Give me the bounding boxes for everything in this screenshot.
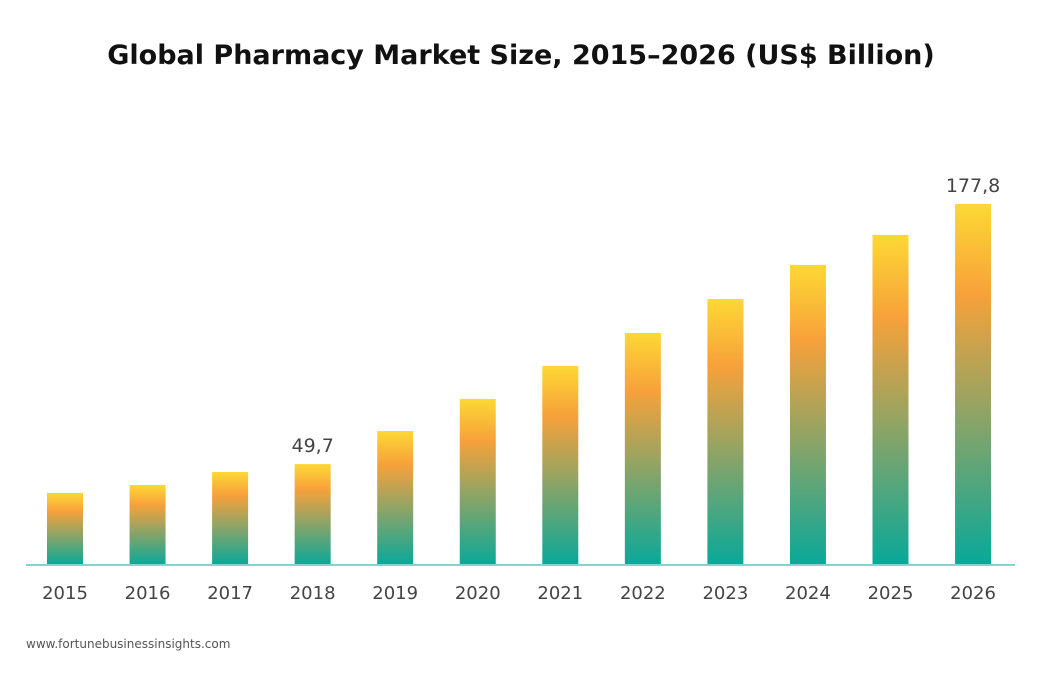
x-tick-label: 2022 (620, 583, 666, 604)
data-label-2026: 177,8 (946, 175, 1000, 197)
bar-2017 (212, 472, 249, 565)
bar-2024 (789, 264, 826, 565)
data-label-2018: 49,7 (291, 435, 333, 457)
bar-2020 (459, 398, 496, 565)
x-tick-label: 2025 (868, 583, 914, 604)
x-tick-label: 2020 (455, 583, 501, 604)
x-tick-label: 2018 (290, 583, 336, 604)
bar-2016 (129, 485, 166, 565)
bar-2025 (872, 234, 909, 566)
bar-2019 (377, 430, 414, 565)
x-tick-label: 2017 (207, 583, 253, 604)
x-tick-label: 2015 (42, 583, 88, 604)
bar-2023 (707, 299, 744, 565)
bar-2021 (542, 366, 579, 565)
x-tick-label: 2019 (372, 583, 418, 604)
x-tick-label: 2026 (950, 583, 996, 604)
x-tick-label: 2023 (702, 583, 748, 604)
bar-2022 (624, 332, 661, 565)
bar-2018 (294, 464, 331, 565)
bar-2026 (955, 204, 992, 565)
x-tick-label: 2021 (537, 583, 583, 604)
bar-2015 (47, 492, 83, 565)
chart-title: Global Pharmacy Market Size, 2015–2026 (… (107, 40, 935, 71)
source-text: www.fortunebusinessinsights.com (26, 637, 231, 651)
x-tick-label: 2016 (125, 583, 171, 604)
x-tick-label: 2024 (785, 583, 831, 604)
